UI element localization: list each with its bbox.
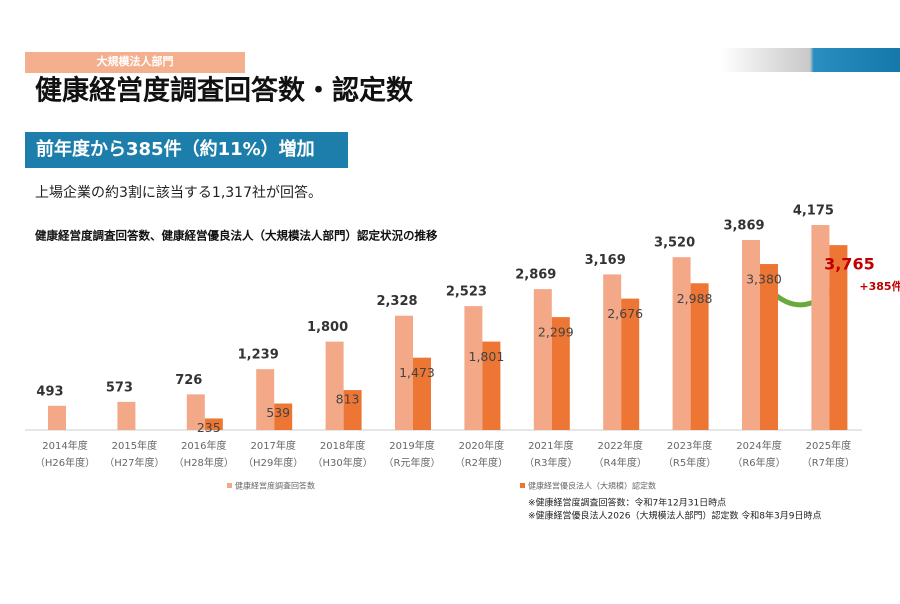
x-tick-sublabel: （R4年度） — [594, 456, 647, 469]
x-tick-label: 2017年度 — [250, 439, 295, 452]
x-tick-label: 2014年度 — [42, 439, 87, 452]
value-label: 3,169 — [585, 253, 626, 268]
tag-box — [25, 52, 245, 73]
bar — [533, 289, 552, 430]
bar — [274, 403, 293, 430]
value-label: 573 — [106, 380, 133, 395]
x-tick-sublabel: （R6年度） — [732, 456, 785, 469]
x-tick-label: 2021年度 — [528, 439, 573, 452]
bar — [343, 390, 362, 430]
bar — [621, 298, 640, 430]
x-tick-label: 2023年度 — [667, 439, 712, 452]
value-label: 2,988 — [677, 291, 713, 306]
x-tick-label: 2020年度 — [459, 439, 504, 452]
value-label: 3,765 — [824, 255, 875, 274]
bar — [742, 240, 760, 430]
value-label: 2,299 — [538, 325, 574, 340]
bar — [204, 418, 223, 430]
value-label: 726 — [175, 373, 202, 388]
x-tick-sublabel: （H29年度） — [243, 456, 303, 469]
bar — [395, 315, 413, 430]
x-tick-sublabel: （R3年度） — [524, 456, 577, 469]
bar — [551, 317, 570, 430]
note: ※健康経営度調査回答数：令和7年12月31日時点 — [528, 497, 726, 509]
value-label: 1,801 — [469, 349, 505, 364]
value-label: 2,328 — [376, 294, 417, 309]
legend-label: 健康経営度調査回答数 — [235, 481, 315, 491]
banner: 前年度から385件（約11%）増加 — [36, 138, 315, 160]
decor-bar — [720, 48, 900, 72]
value-label: 2,523 — [446, 285, 487, 300]
bar — [811, 225, 830, 430]
bar — [464, 306, 483, 430]
value-label: 813 — [336, 392, 360, 407]
x-tick-sublabel: （H27年度） — [104, 456, 164, 469]
value-label: 235 — [197, 420, 221, 435]
bar — [482, 341, 501, 430]
legend-swatch — [227, 483, 232, 488]
tag: 大規模法人部門 — [97, 54, 174, 68]
value-label: 539 — [266, 405, 290, 420]
x-tick-sublabel: （H26年度） — [35, 456, 95, 469]
bar — [256, 369, 275, 430]
x-tick-sublabel: （R5年度） — [663, 456, 716, 469]
bar — [413, 357, 431, 430]
bar — [186, 394, 205, 430]
x-tick-label: 2018年度 — [320, 439, 365, 452]
bar — [325, 341, 344, 430]
banner-box — [25, 132, 348, 168]
x-tick-label: 2016年度 — [181, 439, 226, 452]
value-label: 1,800 — [307, 320, 348, 335]
x-tick-label: 2024年度 — [736, 439, 781, 452]
bar — [829, 245, 848, 430]
value-label: 2,869 — [515, 268, 556, 283]
legend-label: 健康経営優良法人（大規模）認定数 — [528, 481, 656, 491]
value-label: 4,175 — [793, 204, 834, 219]
bar — [117, 401, 136, 430]
annotation: +385件 — [859, 279, 900, 293]
x-tick-label: 2022年度 — [597, 439, 642, 452]
bar — [48, 405, 66, 430]
bar — [672, 257, 691, 430]
x-tick-sublabel: （H30年度） — [312, 456, 372, 469]
x-tick-label: 2019年度 — [389, 439, 434, 452]
lead: 上場企業の約3割に該当する1,317社が回答。 — [35, 184, 322, 201]
bar — [603, 274, 622, 430]
legend-swatch — [520, 483, 525, 488]
value-label: 3,380 — [746, 272, 782, 287]
bar — [690, 283, 709, 430]
value-label: 1,473 — [399, 365, 435, 380]
value-label: 3,520 — [654, 236, 695, 251]
x-tick-sublabel: （R元年度） — [384, 456, 441, 469]
value-label: 1,239 — [238, 348, 279, 363]
x-tick-sublabel: （H28年度） — [174, 456, 234, 469]
x-tick-label: 2015年度 — [112, 439, 157, 452]
x-tick-sublabel: （R2年度） — [455, 456, 508, 469]
note: ※健康経営優良法人2026（大規模法人部門）認定数 令和8年3月9日時点 — [528, 510, 822, 522]
x-tick-sublabel: （R7年度） — [802, 456, 855, 469]
value-label: 3,869 — [723, 219, 764, 234]
value-label: 493 — [36, 384, 63, 399]
chart-title: 健康経営度調査回答数、健康経営優良法人（大規模法人部門）認定状況の推移 — [35, 229, 438, 243]
bar — [760, 264, 778, 430]
x-tick-label: 2025年度 — [806, 439, 851, 452]
title: 健康経営度調査回答数・認定数 — [35, 75, 414, 107]
value-label: 2,676 — [607, 306, 643, 321]
